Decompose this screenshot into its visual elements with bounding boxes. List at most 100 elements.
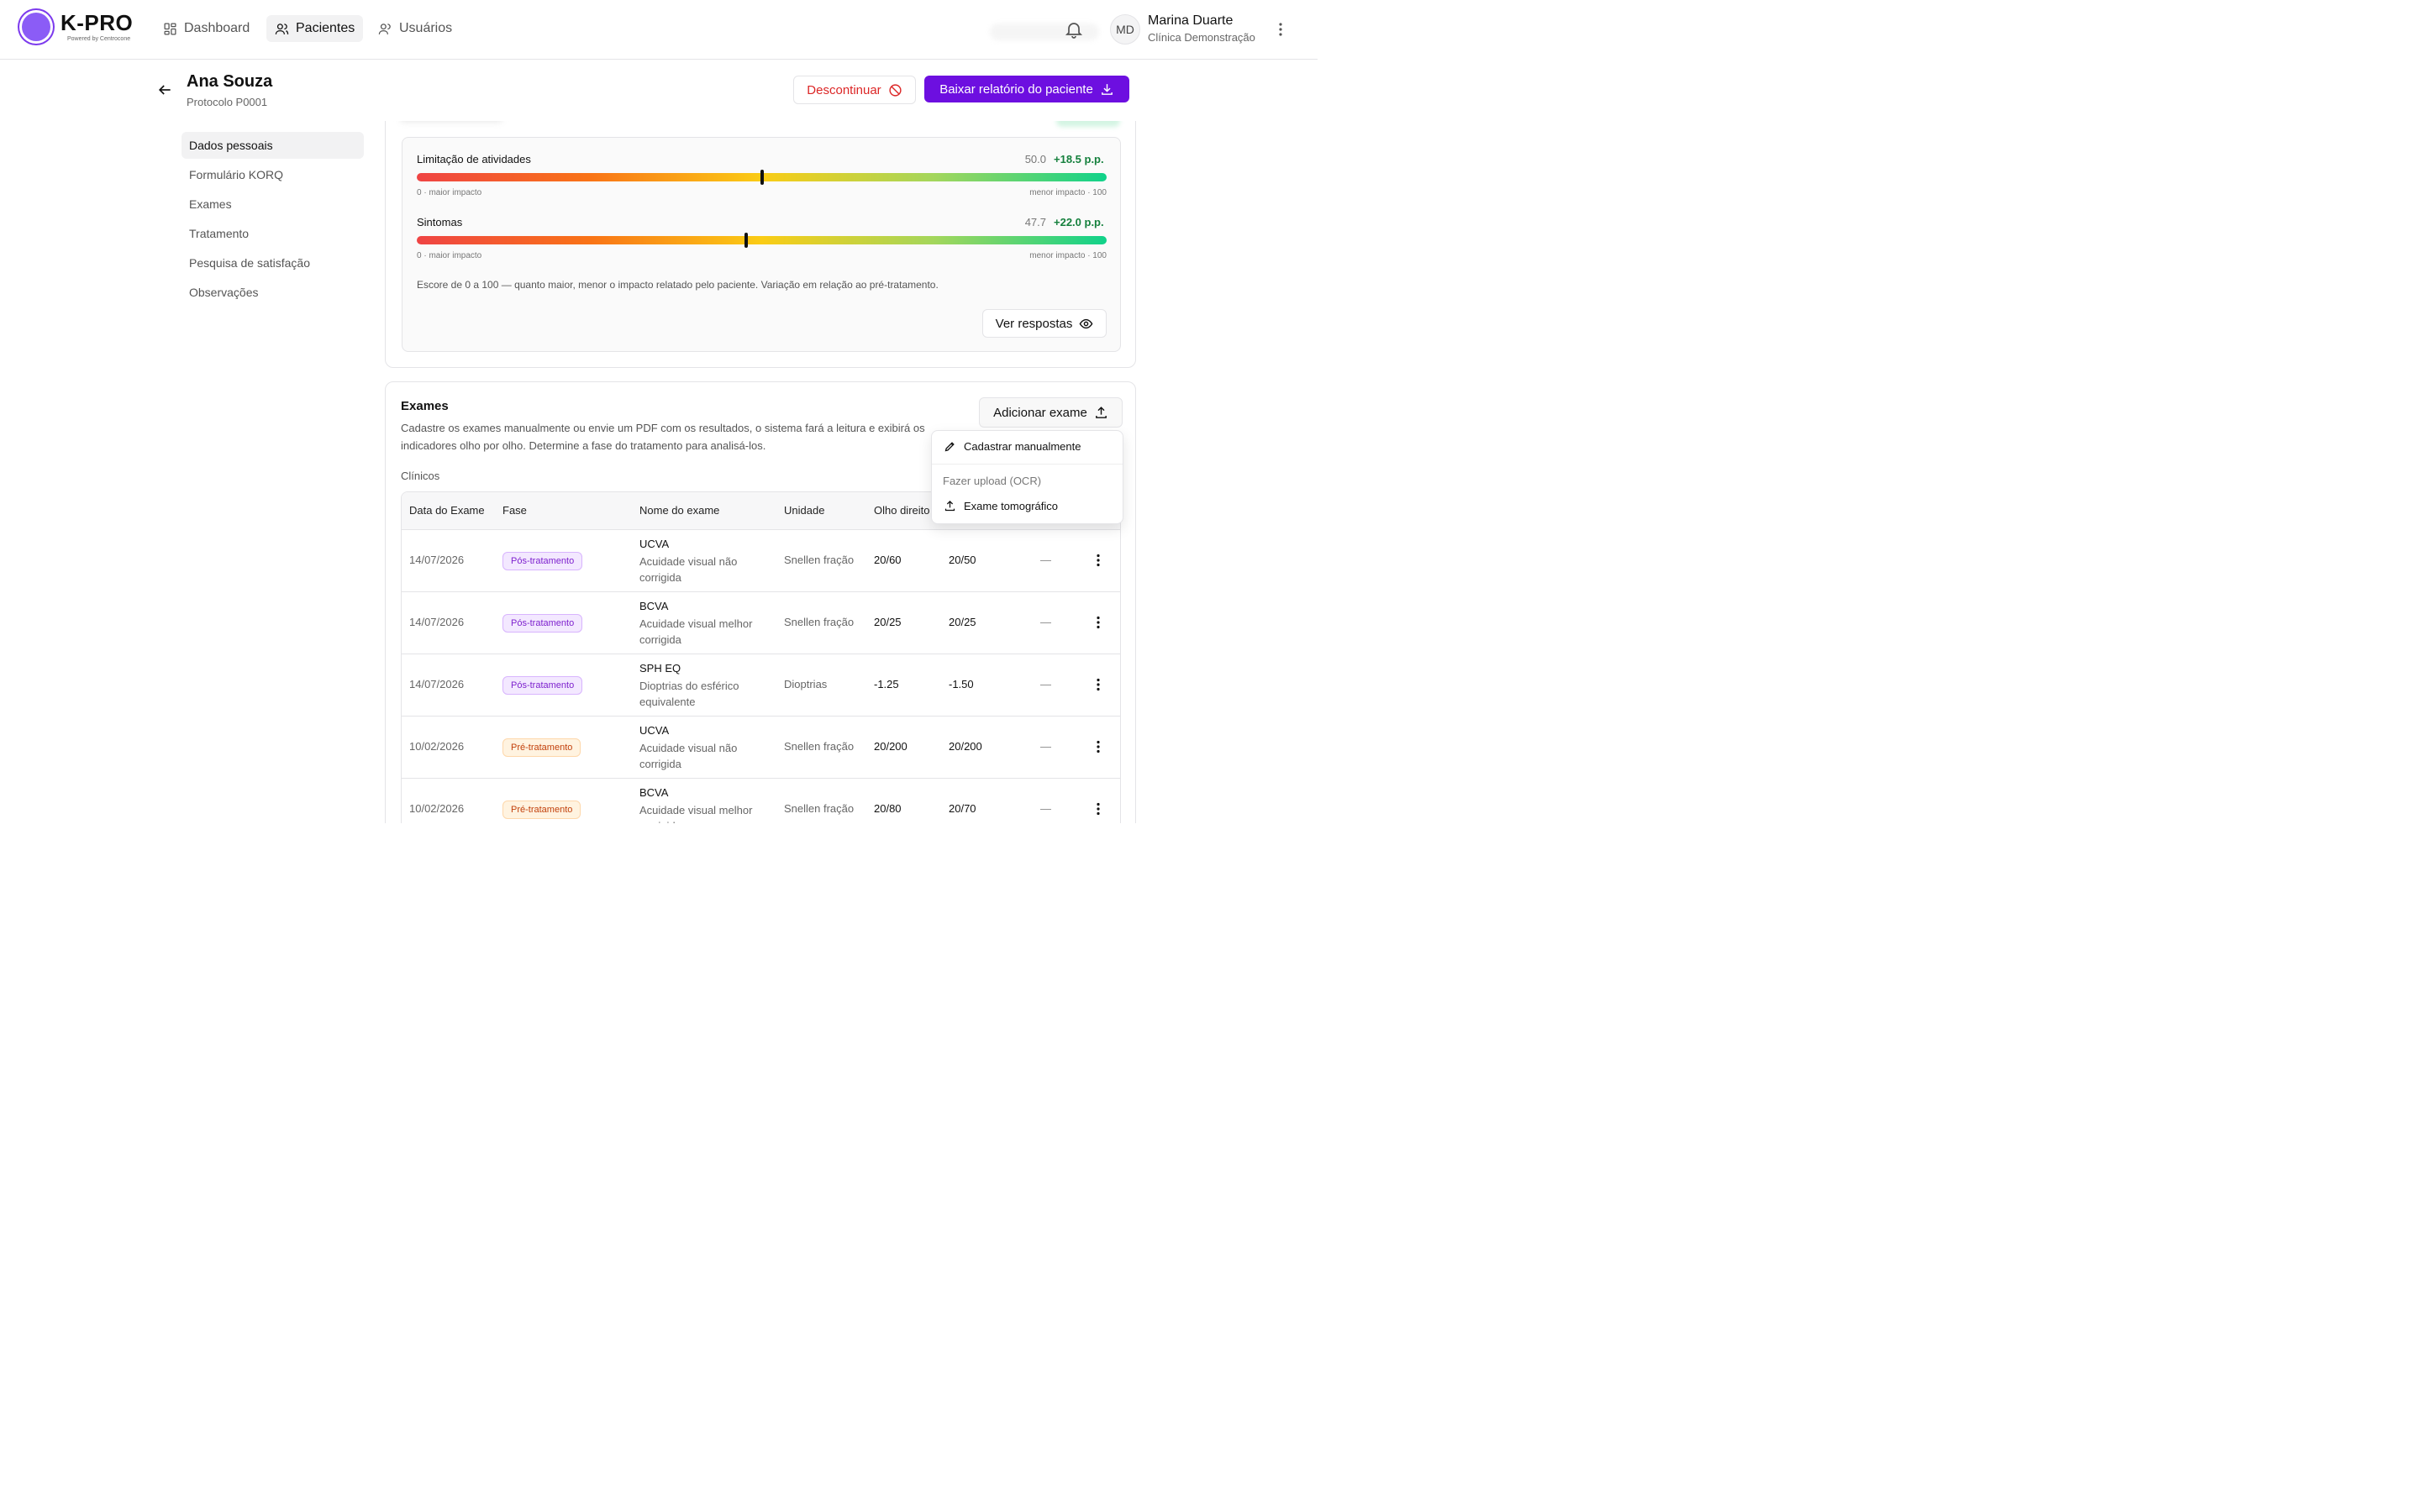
scale-low-label: 0 · maior impacto bbox=[417, 188, 482, 197]
nav-usuarios[interactable]: Usuários bbox=[370, 15, 460, 42]
sidenav-pesquisa[interactable]: Pesquisa de satisfação bbox=[182, 249, 364, 276]
column-header[interactable]: Fase bbox=[502, 504, 527, 517]
extra-value: — bbox=[1040, 740, 1051, 753]
upload-icon bbox=[944, 500, 955, 512]
exam-code: UCVA bbox=[639, 724, 670, 737]
korq-scores-box: Limitação de atividades 50.0 +18.5 p.p. … bbox=[402, 137, 1121, 352]
exam-date: 14/07/2026 bbox=[409, 554, 465, 566]
column-header[interactable]: Data do Exame bbox=[409, 504, 485, 517]
sidenav-tratamento[interactable]: Tratamento bbox=[182, 220, 364, 247]
sidenav-label: Exames bbox=[189, 197, 232, 211]
exam-code: UCVA bbox=[639, 538, 670, 550]
score-marker bbox=[744, 233, 748, 248]
column-header[interactable]: Nome do exame bbox=[639, 504, 720, 517]
sidenav-observacoes[interactable]: Observações bbox=[182, 279, 364, 306]
nav-dashboard[interactable]: Dashboard bbox=[155, 15, 258, 42]
korq-footnote: Escore de 0 a 100 — quanto maior, menor … bbox=[417, 279, 939, 291]
nav-pacientes[interactable]: Pacientes bbox=[266, 15, 364, 42]
exam-unit: Dioptrias bbox=[784, 678, 828, 690]
download-report-label: Baixar relatório do paciente bbox=[939, 81, 1093, 97]
exam-code: SPH EQ bbox=[639, 662, 681, 675]
divider bbox=[932, 464, 1123, 465]
sidenav-dados-pessoais[interactable]: Dados pessoais bbox=[182, 132, 364, 159]
exam-name: Dioptrias do esférico equivalente bbox=[639, 680, 739, 708]
metric-delta: +22.0 p.p. bbox=[1054, 216, 1104, 228]
discontinue-label: Descontinuar bbox=[807, 82, 881, 97]
more-vertical-icon[interactable] bbox=[1092, 677, 1105, 692]
logo-icon bbox=[22, 13, 50, 41]
exam-code: BCVA bbox=[639, 600, 669, 612]
more-vertical-icon[interactable] bbox=[1092, 801, 1105, 816]
more-vertical-icon[interactable] bbox=[1092, 739, 1105, 754]
extra-value: — bbox=[1040, 616, 1051, 628]
korq-card: Limitação de atividades 50.0 +18.5 p.p. … bbox=[385, 121, 1136, 368]
extra-value: — bbox=[1040, 678, 1051, 690]
add-exam-dropdown: Cadastrar manualmente Fazer upload (OCR)… bbox=[931, 430, 1123, 524]
discontinue-button[interactable]: Descontinuar bbox=[793, 76, 916, 104]
phase-badge: Pós-tratamento bbox=[502, 676, 583, 695]
view-answers-label: Ver respostas bbox=[995, 316, 1073, 331]
table-row[interactable]: 14/07/2026 Pós-tratamento UCVA Acuidade vis… bbox=[402, 529, 1120, 592]
download-icon bbox=[1101, 83, 1113, 95]
content-scroll-area[interactable]: Limitação de atividades 50.0 +18.5 p.p. … bbox=[370, 121, 1151, 823]
left-eye-value: 20/25 bbox=[949, 616, 976, 628]
view-answers-button[interactable]: Ver respostas bbox=[982, 309, 1107, 338]
phase-badge: Pré-tratamento bbox=[502, 738, 581, 757]
right-eye-value: 20/200 bbox=[874, 740, 908, 753]
sidenav-exames[interactable]: Exames bbox=[182, 191, 364, 218]
column-header[interactable]: Olho direito bbox=[874, 504, 930, 517]
metric-label: Sintomas bbox=[417, 216, 463, 228]
table-row[interactable]: 14/07/2026 Pós-tratamento SPH EQ Dioptrias … bbox=[402, 654, 1120, 717]
scale-high-label: menor impacto · 100 bbox=[1029, 251, 1107, 260]
metric-delta: +18.5 p.p. bbox=[1054, 153, 1104, 165]
menu-item-label: Exame tomográfico bbox=[964, 500, 1058, 512]
extra-value: — bbox=[1040, 802, 1051, 815]
more-vertical-icon[interactable] bbox=[1092, 553, 1105, 568]
right-eye-value: 20/25 bbox=[874, 616, 902, 628]
nav-pacientes-label: Pacientes bbox=[296, 21, 355, 35]
menu-section-label: Fazer upload (OCR) bbox=[943, 475, 1042, 487]
table-row[interactable]: 10/02/2026 Pré-tratamento BCVA Acuidade vis… bbox=[402, 778, 1120, 823]
sidenav-formulario-korq[interactable]: Formulário KORQ bbox=[182, 161, 364, 188]
exam-unit: Snellen fração bbox=[784, 554, 855, 566]
exams-title: Exames bbox=[401, 399, 449, 413]
blurred-heading bbox=[401, 121, 502, 122]
exam-name: Acuidade visual melhor corrigida bbox=[639, 804, 753, 823]
metric-label: Limitação de atividades bbox=[417, 153, 531, 165]
more-vertical-icon[interactable] bbox=[1272, 20, 1289, 39]
section-label: Clínicos bbox=[401, 470, 440, 482]
exam-unit: Snellen fração bbox=[784, 616, 855, 628]
sidenav-label: Tratamento bbox=[189, 227, 250, 240]
sidenav-label: Observações bbox=[189, 286, 259, 299]
right-eye-value: 20/80 bbox=[874, 802, 902, 815]
exam-code: BCVA bbox=[639, 786, 669, 799]
avatar[interactable]: MD bbox=[1110, 14, 1140, 45]
table-row[interactable]: 10/02/2026 Pré-tratamento UCVA Acuidade vis… bbox=[402, 716, 1120, 779]
nav-dashboard-label: Dashboard bbox=[184, 21, 250, 35]
table-row[interactable]: 14/07/2026 Pós-tratamento BCVA Acuidade vis… bbox=[402, 591, 1120, 654]
blurred-badge bbox=[1056, 121, 1120, 127]
exam-name: Acuidade visual não corrigida bbox=[639, 555, 738, 584]
column-header[interactable]: Unidade bbox=[784, 504, 825, 517]
patient-protocol: Protocolo P0001 bbox=[187, 96, 268, 108]
user-group-icon bbox=[378, 23, 391, 34]
exam-name: Acuidade visual não corrigida bbox=[639, 742, 738, 770]
menu-item-tomographic[interactable]: Exame tomográfico bbox=[944, 500, 1058, 512]
menu-item-manual[interactable]: Cadastrar manualmente bbox=[944, 440, 1081, 453]
add-exam-button[interactable]: Adicionar exame bbox=[979, 397, 1123, 428]
patient-name: Ana Souza bbox=[187, 72, 273, 91]
back-arrow-icon[interactable] bbox=[156, 81, 173, 98]
nav-usuarios-label: Usuários bbox=[399, 21, 453, 35]
extra-value: — bbox=[1040, 554, 1051, 566]
logo-text: K-PRO bbox=[60, 10, 134, 35]
exams-description: Cadastre os exames manualmente ou envie … bbox=[401, 422, 925, 452]
avatar-initials: MD bbox=[1116, 23, 1134, 36]
left-eye-value: 20/70 bbox=[949, 802, 976, 815]
more-vertical-icon[interactable] bbox=[1092, 615, 1105, 630]
bell-icon[interactable] bbox=[1064, 19, 1084, 39]
phase-badge: Pré-tratamento bbox=[502, 801, 581, 819]
scale-high-label: menor impacto · 100 bbox=[1029, 188, 1107, 197]
sidenav-label: Dados pessoais bbox=[189, 139, 273, 152]
download-report-button[interactable]: Baixar relatório do paciente bbox=[924, 76, 1129, 102]
exam-unit: Snellen fração bbox=[784, 740, 855, 753]
